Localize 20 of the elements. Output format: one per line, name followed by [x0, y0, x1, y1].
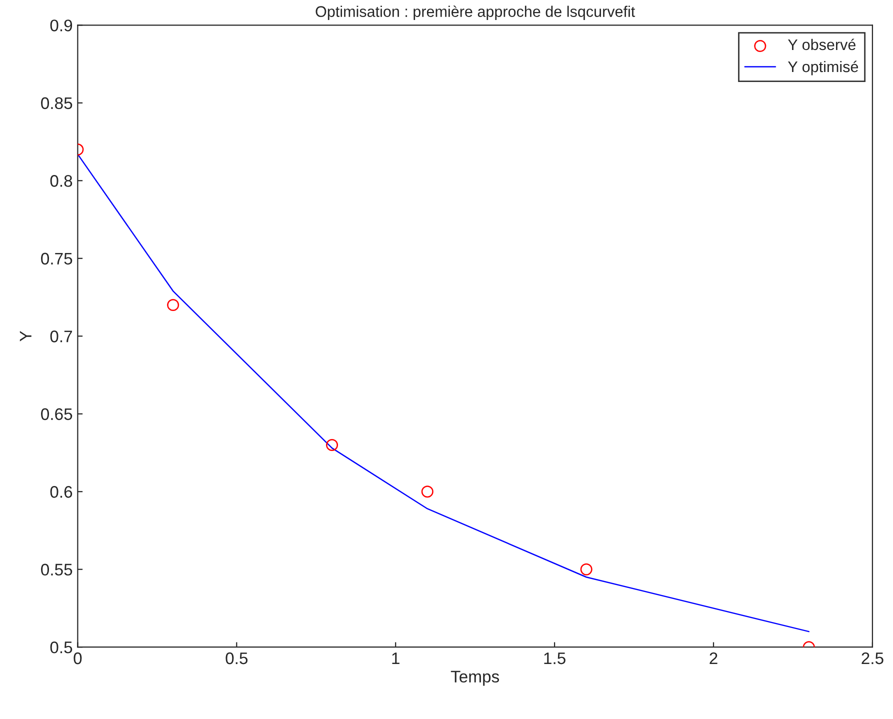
- x-tick-label: 2.5: [862, 652, 884, 664]
- y-tick-label: 0.9: [50, 20, 72, 32]
- x-tick-label: 0: [74, 652, 82, 664]
- chart-title: Optimisation : première approche de lsqcurvefit: [316, 6, 636, 20]
- y-tick-label: 0.75: [41, 252, 72, 265]
- y-tick-label: 0.6: [50, 486, 72, 498]
- y-tick-label: 0.7: [50, 330, 72, 342]
- y-axis-title: Y: [20, 330, 32, 342]
- legend-label: Y optimisé: [788, 60, 858, 76]
- y-tick-label: 0.5: [50, 642, 72, 654]
- y-tick-label: 0.65: [41, 408, 72, 420]
- y-tick-label: 0.55: [41, 564, 72, 576]
- legend-label: Y observé: [788, 38, 856, 50]
- x-tick-label: 1.5: [544, 652, 566, 664]
- x-axis-title: Temps: [450, 670, 500, 686]
- x-tick-label: 1: [392, 652, 400, 664]
- x-tick-label: 0.5: [226, 652, 248, 664]
- y-tick-label: 0.85: [41, 97, 72, 110]
- y-tick-label: 0.8: [50, 175, 72, 187]
- x-tick-label: 2: [710, 652, 718, 664]
